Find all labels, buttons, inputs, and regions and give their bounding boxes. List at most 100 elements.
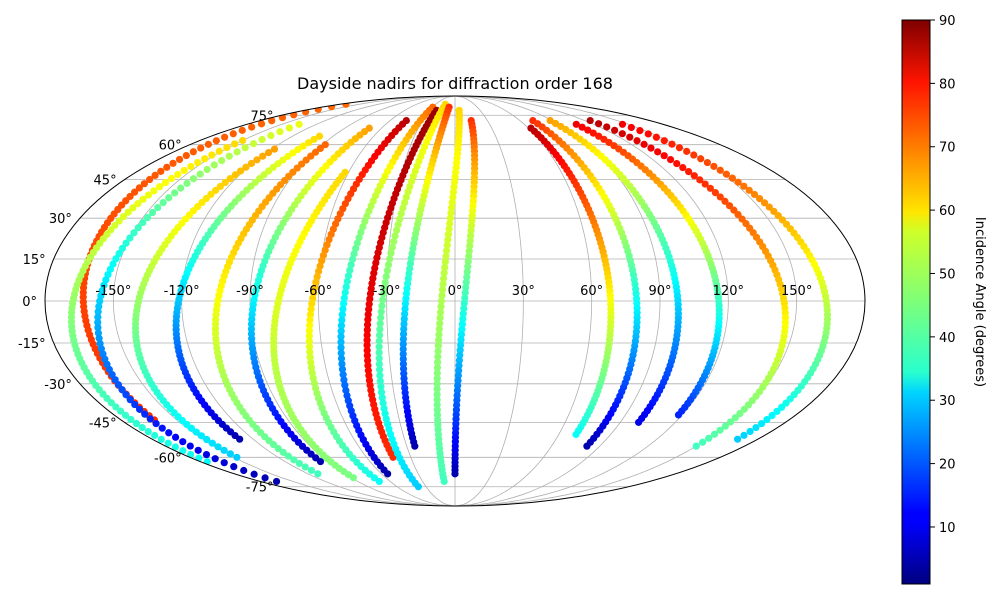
data-point <box>640 140 648 148</box>
data-point <box>134 224 142 232</box>
data-point <box>444 236 452 244</box>
data-point <box>307 305 315 313</box>
data-point <box>274 444 282 453</box>
map-boundary <box>44 95 866 507</box>
data-point <box>363 321 372 329</box>
data-point <box>115 249 123 258</box>
data-point <box>394 221 402 229</box>
data-point <box>379 290 388 298</box>
data-point <box>316 457 325 466</box>
x-tick-label: 150° <box>781 284 812 299</box>
data-point <box>304 139 313 147</box>
data-point <box>242 163 250 171</box>
orbit-track <box>131 145 279 461</box>
data-point <box>129 204 137 212</box>
data-point <box>434 347 442 355</box>
data-point <box>654 148 662 156</box>
data-point <box>94 329 102 337</box>
data-point <box>306 316 314 324</box>
data-point <box>446 214 454 222</box>
data-point <box>174 170 182 179</box>
data-point <box>196 170 204 178</box>
data-point <box>150 187 158 195</box>
data-point <box>346 266 354 274</box>
data-point <box>363 336 371 344</box>
data-point <box>138 423 146 432</box>
data-point <box>151 431 159 440</box>
data-point <box>433 395 441 404</box>
data-point <box>451 470 459 478</box>
data-point <box>458 325 466 334</box>
data-point <box>594 120 603 128</box>
data-point <box>157 167 165 175</box>
data-point <box>112 403 120 411</box>
data-point <box>447 209 455 217</box>
x-tick-label: -90° <box>236 284 264 299</box>
data-point <box>399 330 408 338</box>
data-point <box>572 430 580 439</box>
data-point <box>460 299 468 307</box>
data-point <box>189 175 198 183</box>
data-point <box>314 470 322 478</box>
data-point <box>264 149 273 157</box>
data-point <box>434 342 442 350</box>
data-point <box>141 410 149 418</box>
data-point <box>352 244 360 253</box>
data-point <box>433 385 441 393</box>
data-point <box>272 477 281 486</box>
data-point <box>699 438 707 446</box>
data-point <box>294 145 302 154</box>
data-point <box>309 294 317 302</box>
colorbar: 10 20 30 40 50 60 70 80 90 Incidence Angle (degr… <box>901 14 987 585</box>
data-point <box>305 337 313 345</box>
data-point <box>226 175 234 183</box>
data-point <box>441 258 449 266</box>
data-point <box>338 360 346 368</box>
orbit-track <box>67 136 247 466</box>
data-point <box>279 448 287 456</box>
data-point <box>130 229 138 237</box>
y-tick-label: 0° <box>22 295 37 310</box>
data-point <box>221 133 229 141</box>
data-point <box>760 199 769 207</box>
data-point <box>201 155 209 163</box>
data-point <box>316 144 324 153</box>
data-point <box>186 442 194 450</box>
data-point <box>462 283 470 292</box>
data-point <box>340 294 348 302</box>
data-point <box>381 278 389 286</box>
data-point <box>171 433 180 441</box>
data-point <box>259 152 267 160</box>
data-point <box>342 100 350 108</box>
data-point <box>130 188 139 196</box>
data-point <box>445 225 453 233</box>
data-point <box>438 286 447 294</box>
data-point <box>388 243 396 252</box>
data-point <box>461 294 469 302</box>
data-point <box>750 190 759 199</box>
data-point <box>586 116 594 125</box>
data-point <box>158 424 166 432</box>
y-tick-label: 15° <box>23 253 46 268</box>
data-point <box>721 422 729 430</box>
y-tick-label: -15° <box>18 337 46 352</box>
data-point <box>446 219 454 228</box>
data-point <box>433 374 441 383</box>
data-point <box>434 353 442 361</box>
data-point <box>187 450 195 459</box>
data-point <box>126 234 134 242</box>
data-point <box>391 232 399 240</box>
data-point <box>583 442 591 450</box>
data-point <box>377 388 386 396</box>
data-point <box>338 316 346 324</box>
colorbar-gradient <box>901 19 931 585</box>
data-point <box>458 320 466 328</box>
data-point <box>660 152 668 160</box>
data-point <box>697 155 705 163</box>
data-point <box>285 124 293 132</box>
colorbar-tick-label: 80 <box>939 77 956 92</box>
data-point <box>249 139 258 148</box>
data-point <box>122 391 130 399</box>
x-tick-label: 60° <box>580 284 603 299</box>
data-point <box>377 308 385 316</box>
